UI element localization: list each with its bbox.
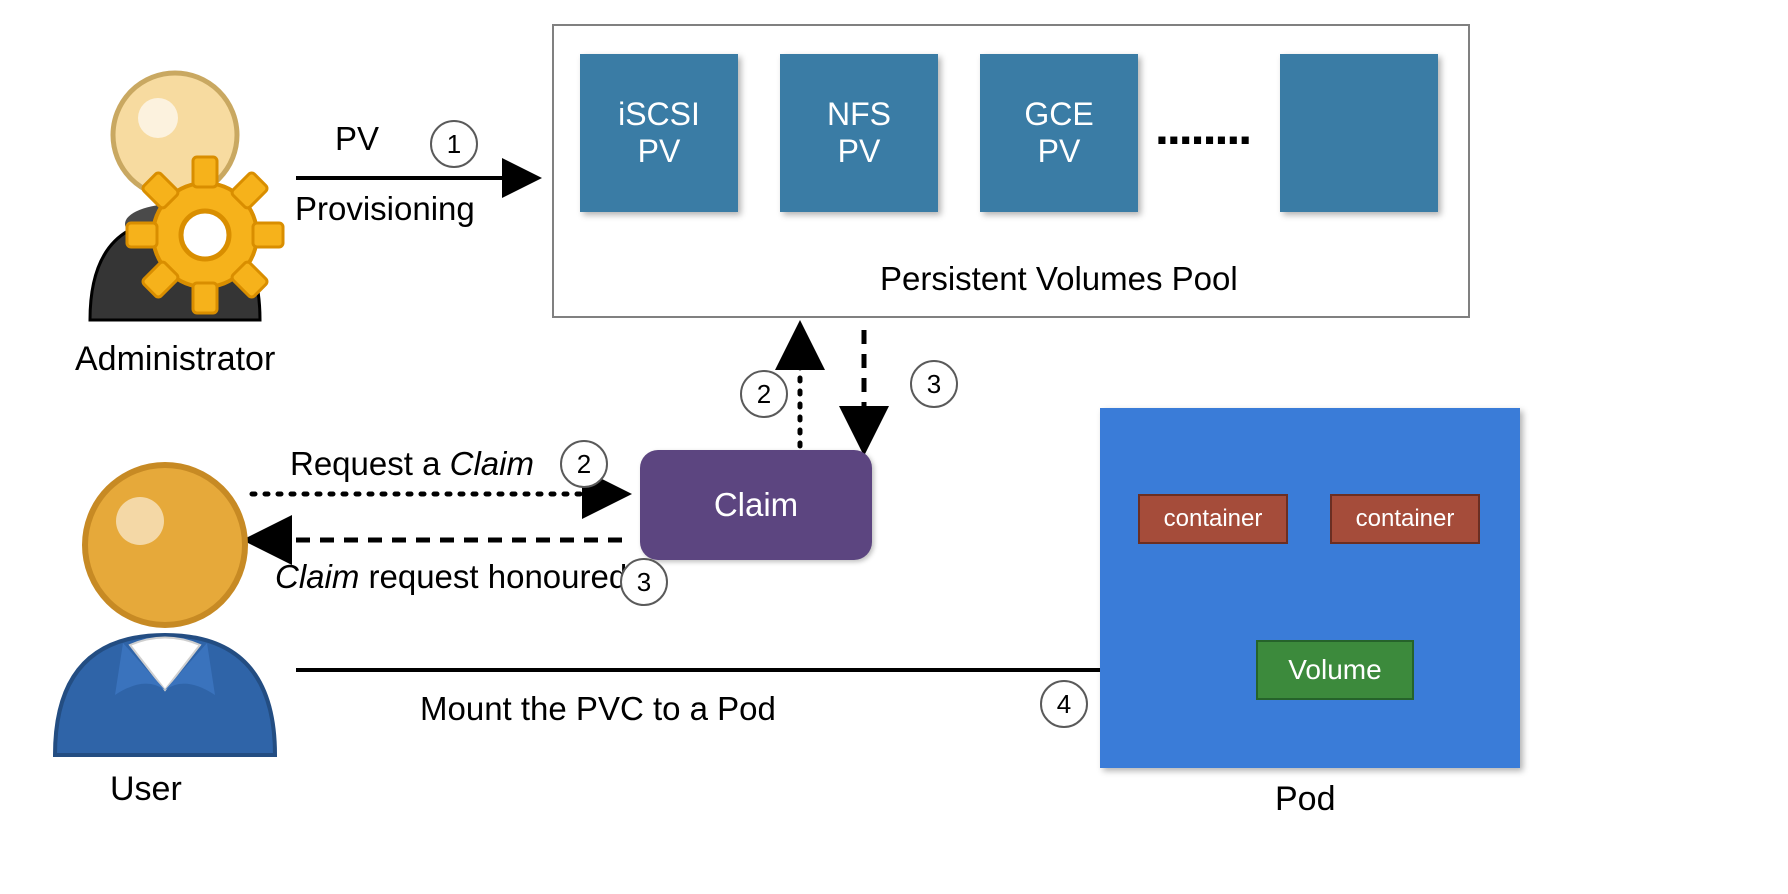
step-3-badge-b: 3: [620, 558, 668, 606]
edge-label-mount-pvc: Mount the PVC to a Pod: [420, 690, 776, 728]
pv-nfs: NFS PV: [780, 54, 938, 212]
administrator-label: Administrator: [75, 340, 275, 379]
step-2-badge-b: 2: [740, 370, 788, 418]
pv-ellipsis-box: [1280, 54, 1438, 212]
user-icon: [25, 435, 305, 765]
pod-box: [1100, 408, 1520, 768]
pod-label: Pod: [1275, 780, 1336, 819]
user-label: User: [110, 770, 182, 809]
administrator-icon: [50, 40, 300, 330]
edge-label-request-claim: Request a Claim: [290, 445, 534, 483]
step-1-badge: 1: [430, 120, 478, 168]
step-4-badge: 4: [1040, 680, 1088, 728]
edge-label-request-claim-word: Claim: [450, 445, 534, 482]
container-2: container: [1330, 494, 1480, 544]
pv-gce: GCE PV: [980, 54, 1138, 212]
pv-lifecycle-diagram: Administrator User Persistent Volumes Po…: [0, 0, 1788, 894]
pv-ellipsis-dots: ........: [1155, 98, 1250, 156]
pv-iscsi: iSCSI PV: [580, 54, 738, 212]
container-1: container: [1138, 494, 1288, 544]
edge-label-request-prefix: Request a: [290, 445, 450, 482]
edge-label-pv: PV: [335, 120, 379, 158]
edge-label-honoured-claim-word: Claim: [275, 558, 359, 595]
edge-label-provisioning: Provisioning: [295, 190, 475, 228]
edge-label-claim-honoured: Claim request honoured: [275, 558, 627, 596]
step-2-badge-a: 2: [560, 440, 608, 488]
edge-label-honoured-suffix: request honoured: [359, 558, 627, 595]
step-3-badge-a: 3: [910, 360, 958, 408]
claim-node: Claim: [640, 450, 872, 560]
pool-label: Persistent Volumes Pool: [880, 260, 1238, 298]
volume-node: Volume: [1256, 640, 1414, 700]
